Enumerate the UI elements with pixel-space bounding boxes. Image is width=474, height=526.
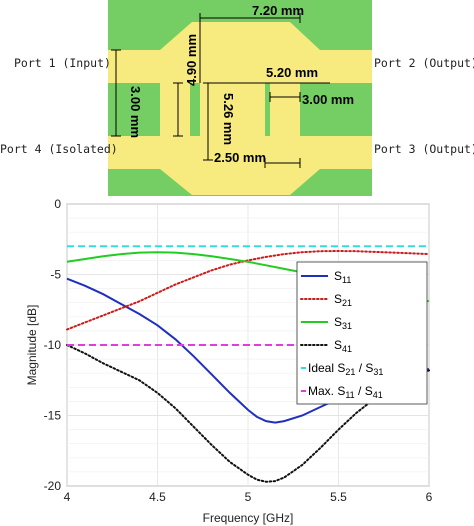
slot-right bbox=[300, 83, 372, 136]
legend-label: S21 bbox=[334, 292, 352, 308]
center-slot-right bbox=[265, 83, 270, 136]
legend-items: S11 S21 S31 S41 Ideal S21 / S31 Max. S11 / S4… bbox=[300, 269, 383, 400]
port-3-label: Port 3 (Output) bbox=[374, 142, 474, 156]
y-tick-label: 0 bbox=[54, 197, 61, 211]
series-line-s21 bbox=[66, 249, 430, 331]
bottom-taper bbox=[160, 169, 320, 195]
x-tick-label: 6 bbox=[426, 490, 433, 504]
legend-box bbox=[296, 261, 428, 405]
legend: S11 S21 S31 S41 Ideal S21 / S31 Max. S11 / S4… bbox=[296, 261, 428, 405]
legend-label: Max. S11 / S41 bbox=[308, 384, 383, 400]
dim-3-00-horizontal: 3.00 mm bbox=[302, 92, 354, 107]
x-tick-label: 5 bbox=[245, 490, 252, 504]
left-branch bbox=[160, 50, 190, 169]
dim-5-26: 5.26 mm bbox=[221, 93, 236, 145]
port-2-label: Port 2 (Output) bbox=[374, 56, 474, 70]
series-line-s41 bbox=[66, 344, 430, 483]
center-slot-left bbox=[190, 83, 200, 136]
x-tick-label: 4 bbox=[64, 490, 71, 504]
port-1-label: Port 1 (Input) bbox=[14, 56, 111, 70]
slot-left bbox=[108, 83, 160, 136]
x-tick-label: 5.5 bbox=[330, 490, 347, 504]
legend-label: S11 bbox=[334, 269, 351, 285]
slots bbox=[108, 83, 372, 136]
dim-3-00-vertical: 3.00 mm bbox=[128, 86, 143, 138]
x-tick-label: 4.5 bbox=[149, 490, 166, 504]
right-branch bbox=[270, 50, 300, 169]
y-tick-label: -10 bbox=[44, 338, 62, 352]
y-tick-label: -5 bbox=[50, 268, 61, 282]
legend-label: Ideal S21 / S31 bbox=[308, 361, 383, 377]
dimension-lines bbox=[111, 13, 330, 168]
dim-2-50: 2.50 mm bbox=[214, 150, 266, 165]
s-parameter-chart: 4 4.5 5 5.5 6 0 -5 -10 -15 -20 Frequency [GHz] M… bbox=[25, 197, 433, 525]
x-axis-label: Frequency [GHz] bbox=[203, 511, 294, 525]
dim-5-20: 5.20 mm bbox=[266, 65, 318, 80]
legend-label: S31 bbox=[334, 315, 352, 331]
middle-branch bbox=[200, 50, 265, 169]
dim-7-20: 7.20 mm bbox=[252, 3, 304, 18]
port-4-label: Port 4 (Isolated) bbox=[0, 142, 118, 156]
y-tick-label: -15 bbox=[44, 409, 62, 423]
y-tick-label: -20 bbox=[44, 479, 62, 493]
y-axis-label: Magnitude [dB] bbox=[25, 305, 39, 386]
y-tick-labels: 0 -5 -10 -15 -20 bbox=[44, 197, 62, 493]
coupler-layout-figure: 7.20 mm 4.90 mm 3.00 mm 5.20 mm 3.00 mm … bbox=[0, 0, 474, 196]
dim-4-90: 4.90 mm bbox=[184, 34, 199, 86]
legend-label: S41 bbox=[334, 338, 352, 354]
x-tick-labels: 4 4.5 5 5.5 6 bbox=[64, 490, 433, 504]
